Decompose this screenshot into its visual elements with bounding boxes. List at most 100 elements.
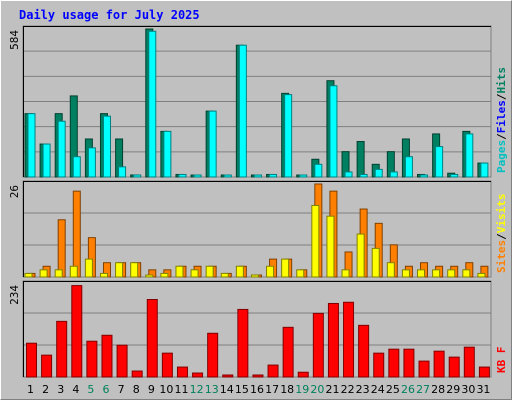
bar-hits-files-pages-files-day-5 [87,147,96,178]
bar-visits-sites-visits-day-4 [69,265,78,278]
panel-2-legend: Sites/Visits [495,194,508,274]
x-tick-label-day-11: 11 [175,383,189,396]
x-tick-label-day-7: 7 [118,383,125,396]
x-tick-label-day-22: 22 [341,383,355,396]
panel-1-legend: Pages/Files/Hits [495,67,508,173]
bar-visits-sites-visits-day-24 [371,247,380,278]
x-tick-label-day-3: 3 [57,383,64,396]
bar-visits-sites-visits-day-8 [130,262,139,278]
bar-kbytes-kb-f-day-15 [237,308,249,378]
bar-hits-files-pages-files-day-30 [465,133,474,178]
bar-hits-files-pages-files-day-16 [253,174,262,178]
bar-hits-files-pages-files-day-7 [118,166,127,178]
bar-visits-sites-visits-day-10 [160,272,169,278]
bar-visits-sites-visits-day-14 [220,272,229,278]
bar-kbytes-kb-f-day-24 [373,352,385,378]
bar-hits-files-pages-files-day-26 [404,156,413,178]
legend-entry-pages: Pages [495,140,508,173]
x-tick-label-day-10: 10 [159,383,173,396]
bar-kbytes-kb-f-day-13 [207,332,219,378]
bar-visits-sites-visits-day-20 [311,204,320,278]
bar-hits-files-pages-files-day-4 [72,156,81,178]
bar-visits-sites-visits-day-21 [326,215,335,278]
bar-hits-files-pages-files-day-10 [163,130,172,178]
bar-hits-files-pages-files-day-12 [193,174,202,178]
bar-kbytes-kb-f-day-28 [433,350,445,378]
panel-3-legend: KB F [495,347,508,374]
panel-2-ymax-label: 26 [8,185,21,198]
bar-visits-sites-visits-day-26 [401,269,410,278]
legend-separator: / [495,93,508,100]
bar-hits-files-pages-files-day-19 [299,174,308,178]
x-tick-label-day-14: 14 [220,383,234,396]
bar-visits-sites-visits-day-5 [84,258,93,278]
x-tick-label-day-15: 15 [235,383,249,396]
x-tick-label-day-31: 31 [476,383,490,396]
bar-visits-sites-visits-day-17 [266,265,275,278]
bar-hits-files-pages-files-day-1 [27,113,36,178]
bar-visits-sites-visits-day-19 [296,269,305,278]
bar-kbytes-kb-f-day-20 [312,312,324,378]
bar-hits-files-pages-files-day-18 [284,94,293,178]
bar-visits-sites-visits-day-9 [145,274,154,278]
bar-kbytes-kb-f-day-21 [327,302,339,378]
legend-separator: / [495,133,508,140]
x-tick-label-day-30: 30 [461,383,475,396]
x-tick-label-day-16: 16 [250,383,264,396]
chart-title: Daily usage for July 2025 [19,8,200,22]
bar-kbytes-kb-f-day-22 [343,301,355,378]
x-tick-label-day-8: 8 [133,383,140,396]
bar-kbytes-kb-f-day-5 [86,340,98,378]
bar-visits-sites-visits-day-11 [175,265,184,278]
bar-hits-files-pages-files-day-15 [238,44,247,178]
x-tick-label-day-23: 23 [356,383,370,396]
bar-visits-sites-visits-day-3 [54,269,63,278]
bar-kbytes-kb-f-day-29 [448,356,460,378]
legend-separator: / [495,233,508,240]
bar-kbytes-kb-f-day-19 [297,371,309,378]
bar-hits-files-pages-files-day-25 [389,171,398,178]
legend-entry-hits: Hits [495,67,508,94]
bar-hits-files-pages-files-day-8 [133,174,142,178]
bar-hits-files-pages-files-day-17 [269,173,278,178]
bar-kbytes-kb-f-day-7 [116,344,128,378]
x-tick-label-day-27: 27 [416,383,430,396]
panel-3-ymax-label: 234 [8,285,21,305]
bar-hits-files-pages-files-day-28 [435,146,444,178]
bar-visits-sites-visits-day-29 [447,269,456,278]
bar-visits-sites-visits-day-23 [356,233,365,278]
bar-kbytes-kb-f-day-14 [222,374,234,378]
bar-hits-files-pages-files-day-9 [148,30,157,178]
bar-hits-files-pages-files-day-14 [223,174,232,178]
bar-kbytes-kb-f-day-2 [41,354,53,378]
bar-kbytes-kb-f-day-23 [358,324,370,378]
bar-visits-sites-sites-day-3 [57,219,66,278]
x-tick-label-day-13: 13 [205,383,219,396]
bar-visits-sites-visits-day-30 [462,269,471,278]
bar-kbytes-kb-f-day-17 [267,364,279,378]
bar-visits-sites-visits-day-6 [99,272,108,278]
bar-hits-files-pages-files-day-31 [480,162,489,178]
bar-kbytes-kb-f-day-31 [478,366,490,378]
bar-kbytes-kb-f-day-11 [176,366,188,378]
panel-1-ymax-label: 584 [8,30,21,50]
bar-kbytes-kb-f-day-30 [463,346,475,378]
legend-entry-files: Files [495,100,508,133]
bar-kbytes-kb-f-day-4 [71,285,83,378]
x-tick-label-day-26: 26 [401,383,415,396]
x-tick-label-day-20: 20 [310,383,324,396]
bar-hits-files-pages-files-day-27 [420,174,429,178]
x-tick-label-day-6: 6 [103,383,110,396]
bar-hits-files-pages-files-day-11 [178,173,187,178]
bar-visits-sites-visits-day-27 [417,269,426,278]
bar-hits-files-pages-hits-day-23 [356,141,365,178]
bar-visits-sites-visits-day-16 [250,274,259,278]
bar-visits-sites-visits-day-28 [432,269,441,278]
x-tick-label-day-9: 9 [148,383,155,396]
x-tick-label-day-5: 5 [87,383,94,396]
x-tick-label-day-25: 25 [386,383,400,396]
bar-kbytes-kb-f-day-16 [252,374,264,378]
bar-kbytes-kb-f-day-25 [388,348,400,378]
x-tick-label-day-17: 17 [265,383,279,396]
